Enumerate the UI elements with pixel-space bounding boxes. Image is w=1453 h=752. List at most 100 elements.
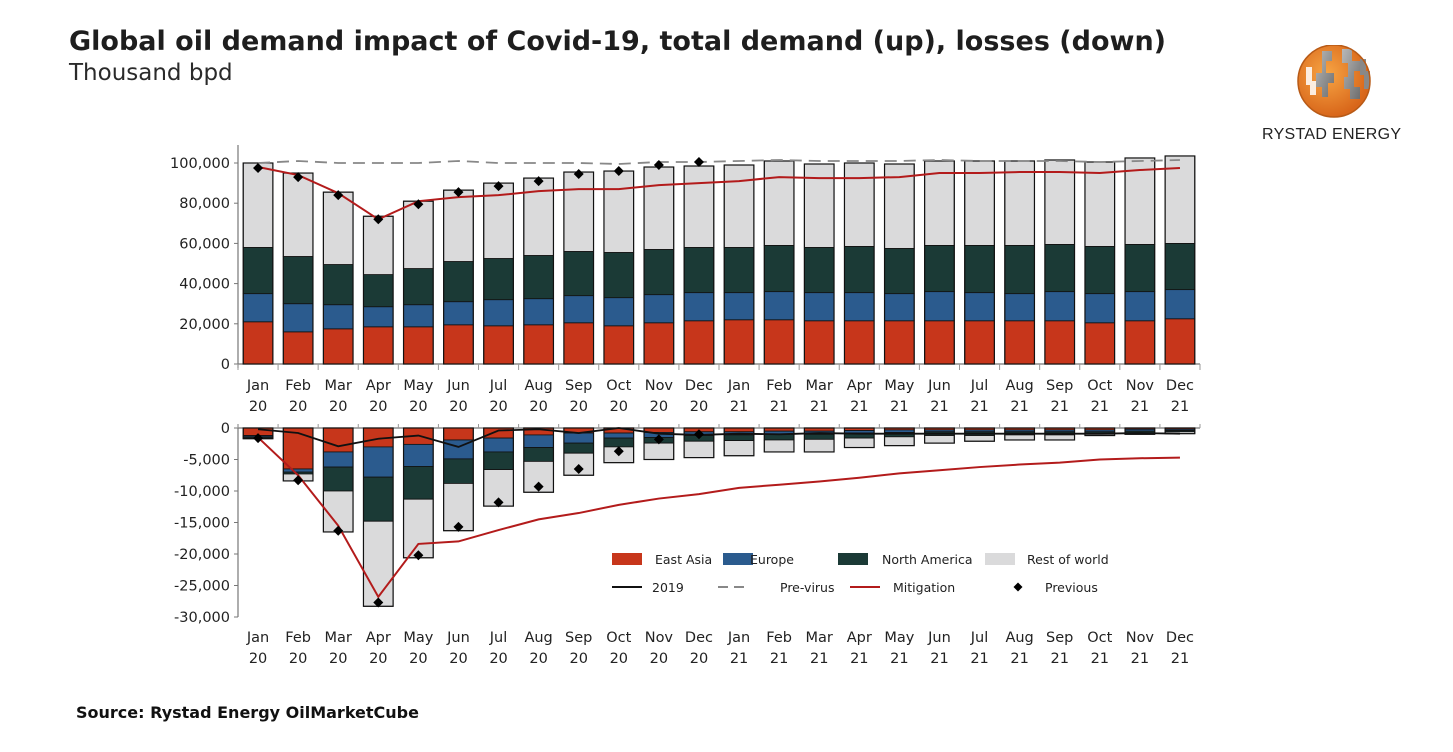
bar-segment-rest-of-world [844,163,874,246]
bar-segment-europe [484,438,514,452]
bar-segment-rest-of-world [804,439,834,452]
chart-canvas: 020,00040,00060,00080,000100,000Jan20Feb… [0,0,1453,752]
bar-segment-europe [1005,294,1035,321]
x-tick-label-month: Mar [325,378,352,394]
bar-segment-rest-of-world [1005,435,1035,440]
x-tick-label-month: Oct [1087,630,1112,646]
bar-segment-rest-of-world [323,192,353,264]
series-line-pre-virus [258,160,1180,164]
x-tick-label-month: Dec [1166,378,1194,394]
legend-label: Europe [750,552,794,567]
bar-segment-europe [323,452,353,467]
bar-segment-europe [1125,292,1155,321]
x-tick-label-year: 20 [409,651,427,667]
bar-segment-north-america [644,249,674,294]
y-tick-label: 60,000 [179,236,230,252]
x-tick-label-month: May [403,378,433,394]
bar-segment-north-america [925,245,955,291]
bar-segment-east-asia [1005,321,1035,364]
x-tick-label-year: 21 [810,399,828,415]
x-tick-label-month: Jun [446,630,470,646]
x-tick-label-year: 20 [249,399,267,415]
bar-segment-east-asia [925,321,955,364]
x-tick-label-year: 21 [1171,651,1189,667]
bar-segment-europe [363,307,393,327]
y-tick-label: -15,000 [174,516,230,532]
bar-segment-europe [243,294,273,322]
bar-segment-north-america [444,459,474,484]
x-tick-label-month: Dec [685,378,713,394]
legend-swatch-rest-of-world [985,553,1015,565]
bar-segment-north-america [604,438,634,447]
legend-label: Previous [1045,580,1098,595]
x-tick-label-year: 20 [529,651,547,667]
x-tick-label-year: 20 [329,399,347,415]
top-chart-total-demand: 020,00040,00060,00080,000100,000Jan20Feb… [170,145,1200,415]
x-tick-label-month: Feb [285,378,311,394]
x-tick-label-month: Nov [1126,630,1155,646]
x-tick-label-year: 21 [1131,399,1149,415]
bar-segment-east-asia [885,321,915,364]
x-tick-label-year: 20 [289,651,307,667]
x-tick-label-month: Apr [366,378,391,394]
bar-segment-east-asia [965,321,995,364]
x-tick-label-year: 21 [890,651,908,667]
y-tick-label: 0 [221,421,230,437]
bar-segment-europe [283,304,313,332]
x-tick-label-year: 20 [529,399,547,415]
bar-segment-east-asia [444,325,474,364]
bar-segment-europe [283,469,313,472]
bar-segment-europe [604,433,634,438]
series-line-mitigation [258,167,1180,219]
bar-segment-europe [524,299,554,325]
bar-segment-north-america [444,261,474,301]
bar-segment-europe [564,433,594,443]
x-tick-label-year: 20 [289,399,307,415]
bar-segment-east-asia [804,321,834,364]
x-tick-label-year: 20 [489,399,507,415]
legend-label: East Asia [655,552,712,567]
bar-segment-north-america [243,247,273,293]
bar-segment-north-america [604,252,634,297]
x-tick-label-month: Jul [489,378,508,394]
bar-segment-europe [1085,294,1115,323]
x-tick-label-month: Apr [847,630,872,646]
bar-segment-east-asia [404,327,434,364]
x-tick-label-month: Nov [645,630,674,646]
x-tick-label-year: 20 [249,651,267,667]
x-tick-label-month: Sep [1046,378,1073,394]
bar-segment-rest-of-world [363,216,393,274]
bar-segment-europe [1165,290,1195,319]
x-tick-label-month: Aug [1005,630,1033,646]
x-tick-label-month: Jan [727,630,750,646]
bottom-chart-losses: 0-5,000-10,000-15,000-20,000-25,000-30,0… [174,421,1200,667]
bar-segment-north-america [404,269,434,305]
x-tick-label-month: May [884,630,914,646]
legend-label: Rest of world [1027,552,1109,567]
x-tick-label-month: Sep [565,630,592,646]
bar-segment-north-america [844,246,874,292]
x-tick-label-year: 21 [1131,651,1149,667]
y-tick-label: 0 [221,357,230,373]
bar-segment-rest-of-world [724,441,754,456]
bar-segment-europe [524,435,554,448]
bar-segment-east-asia [724,320,754,364]
bar-segment-rest-of-world [644,443,674,459]
x-tick-label-month: Oct [606,630,631,646]
bar-segment-north-america [804,247,834,292]
bar-segment-north-america [1125,244,1155,291]
x-tick-label-year: 21 [730,399,748,415]
bar-segment-europe [323,305,353,329]
x-tick-label-month: Oct [1087,378,1112,394]
y-tick-label: -30,000 [174,610,230,626]
bar-segment-north-america [564,443,594,453]
bar-segment-rest-of-world [363,521,393,606]
x-tick-label-year: 20 [650,651,668,667]
legend-swatch-europe [723,553,753,565]
x-tick-label-month: May [403,630,433,646]
bar-segment-north-america [1045,244,1075,291]
x-tick-label-year: 20 [690,651,708,667]
legend-label: North America [882,552,973,567]
x-tick-label-year: 21 [1010,399,1028,415]
x-tick-label-year: 21 [730,651,748,667]
